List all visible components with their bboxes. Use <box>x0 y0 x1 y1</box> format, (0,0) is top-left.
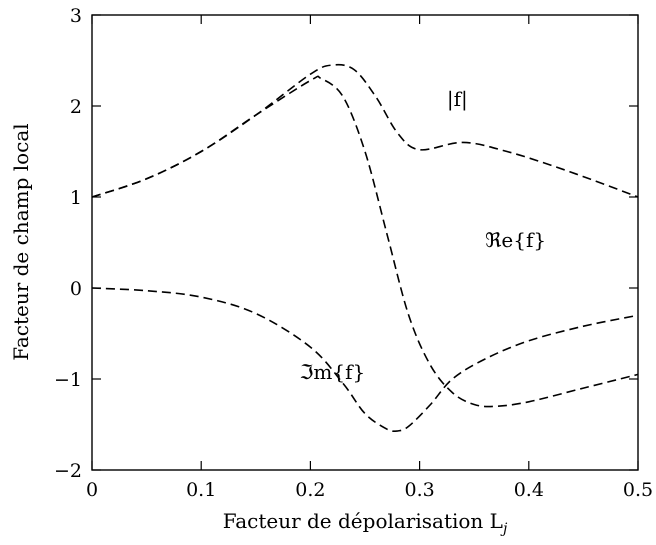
x-tick-label: 0.2 <box>295 479 325 501</box>
x-tick-label: 0.4 <box>514 479 544 501</box>
y-tick-label: −2 <box>54 460 82 482</box>
y-tick-label: 3 <box>70 5 82 27</box>
x-tick-label: 0.5 <box>623 479 653 501</box>
x-tick-label: 0.1 <box>186 479 216 501</box>
axis-ticks <box>91 14 639 471</box>
y-tick-label: 2 <box>70 96 82 118</box>
y-tick-label: −1 <box>54 369 82 391</box>
x-axis-title: Facteur de dépolarisation Lj <box>223 509 508 537</box>
y-tick-label: 1 <box>70 187 82 209</box>
series-im-f <box>91 287 639 433</box>
tick-labels: 0 0.1 0.2 0.3 0.4 0.5 −2 −1 0 1 2 3 <box>54 5 653 501</box>
series-curves <box>91 63 639 433</box>
y-axis-title: Facteur de champ local <box>9 123 33 360</box>
series-abs-f <box>91 63 639 198</box>
series-re-f <box>91 75 639 408</box>
annotation-re-f: ℜe{f} <box>485 228 546 252</box>
x-axis-title-subscript: j <box>500 521 508 537</box>
curve-annotations: |f| ℜe{f} ℑm{f} <box>299 87 546 384</box>
y-tick-label: 0 <box>70 278 82 300</box>
annotation-im-f: ℑm{f} <box>299 360 365 384</box>
annotation-abs-f: |f| <box>447 87 468 112</box>
plot-frame <box>91 14 639 471</box>
x-tick-label: 0 <box>86 479 98 501</box>
x-tick-label: 0.3 <box>404 479 434 501</box>
